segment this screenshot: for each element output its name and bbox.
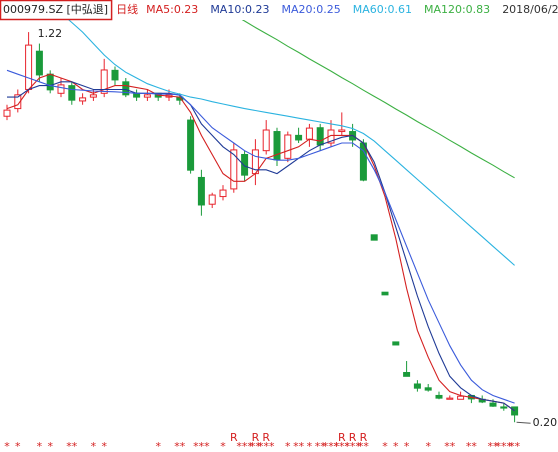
star-mark: ** [293, 440, 305, 452]
star-mark: * [220, 440, 226, 452]
candle-body [3, 109, 11, 117]
star-mark: *** [334, 440, 351, 452]
ma-line [6, 73, 515, 412]
candle-body [338, 129, 346, 133]
candle-body [133, 92, 141, 98]
r-mark: R [252, 431, 260, 444]
candle-body [89, 94, 97, 98]
candle-body [403, 372, 411, 377]
star-mark: * [4, 440, 10, 452]
candle-body [511, 406, 519, 416]
star-mark: *** [344, 440, 361, 452]
candle-body [25, 44, 33, 90]
r-mark: R [230, 431, 238, 444]
title-highlight [0, 0, 113, 21]
star-mark: ** [315, 440, 327, 452]
star-mark: ** [174, 440, 186, 452]
candle-body [79, 97, 87, 102]
candle-body [122, 81, 130, 96]
legend-entry: MA60:0.61 [353, 3, 412, 16]
candle-body [14, 94, 22, 110]
candle-body [219, 189, 227, 198]
candle-body [295, 134, 303, 141]
star-mark: ** [250, 440, 262, 452]
r-mark: R [360, 431, 368, 444]
star-mark: ** [488, 440, 500, 452]
legend-entry: MA20:0.25 [282, 3, 341, 16]
date-label: 2018/06/27... [502, 3, 558, 16]
star-mark: * [15, 440, 21, 452]
min-label: 0.20 [533, 416, 558, 429]
candle-body [100, 69, 108, 94]
star-mark: * [425, 440, 431, 452]
candle-body [46, 73, 54, 91]
star-mark: ** [466, 440, 478, 452]
star-mark: * [285, 440, 291, 452]
star-mark: *** [258, 440, 275, 452]
candle-body [241, 153, 249, 176]
star-mark: ** [358, 440, 370, 452]
candle-body [57, 84, 65, 94]
ma-line [7, 81, 515, 412]
candle-body [381, 291, 389, 296]
candle-body [197, 176, 205, 206]
star-mark: *** [323, 440, 340, 452]
star-mark: * [382, 440, 388, 452]
plot-area [3, 20, 519, 423]
min-pointer [516, 421, 531, 424]
candle-body [457, 395, 465, 400]
candle-body [262, 129, 270, 152]
candle-body [316, 127, 324, 146]
star-mark: * [404, 440, 410, 452]
legend-entry: MA5:0.23 [146, 3, 198, 16]
chart-title: 000979.SZ [中弘退] [3, 3, 108, 16]
r-mark: R [262, 431, 270, 444]
period-label: 日线 [116, 2, 138, 16]
candle-body [208, 194, 216, 205]
star-mark: *** [496, 440, 513, 452]
candle-body [230, 149, 238, 190]
star-mark: ** [444, 440, 456, 452]
candle-body [370, 234, 378, 241]
star-mark: * [91, 440, 97, 452]
star-mark: *** [193, 440, 210, 452]
candle-body [284, 134, 292, 159]
candle-body [489, 402, 497, 407]
star-mark: ** [66, 440, 78, 452]
r-mark: R [349, 431, 357, 444]
candle-body [413, 383, 421, 389]
star-mark: * [101, 440, 107, 452]
header: 000979.SZ [中弘退] 日线 MA5:0.23 MA10:0.23 MA20:0… [0, 0, 558, 21]
legend-entry: MA120:0.83 [424, 3, 490, 16]
max-label: 1.22 [38, 27, 63, 40]
star-mark: * [155, 440, 161, 452]
legend-entry: MA10:0.23 [210, 3, 269, 16]
candle-body [305, 127, 313, 140]
ma-line [241, 20, 515, 179]
r-mark: R [338, 431, 346, 444]
candle-body [143, 94, 151, 98]
candle-body [424, 387, 432, 391]
star-mark: ** [509, 440, 521, 452]
candle-body [446, 397, 454, 400]
candle-body [392, 341, 400, 346]
star-mark: * [37, 440, 43, 452]
candle-body [35, 50, 43, 76]
candle-body [500, 406, 508, 409]
ma-line [68, 20, 515, 266]
star-mark: * [47, 440, 53, 452]
star-mark: *** [236, 440, 253, 452]
star-mark: * [393, 440, 399, 452]
candle-body [187, 119, 195, 171]
candle-body [111, 69, 119, 81]
candle-body [435, 394, 443, 399]
candle-body [68, 85, 76, 101]
ma-line [6, 69, 515, 404]
star-mark: * [307, 440, 313, 452]
